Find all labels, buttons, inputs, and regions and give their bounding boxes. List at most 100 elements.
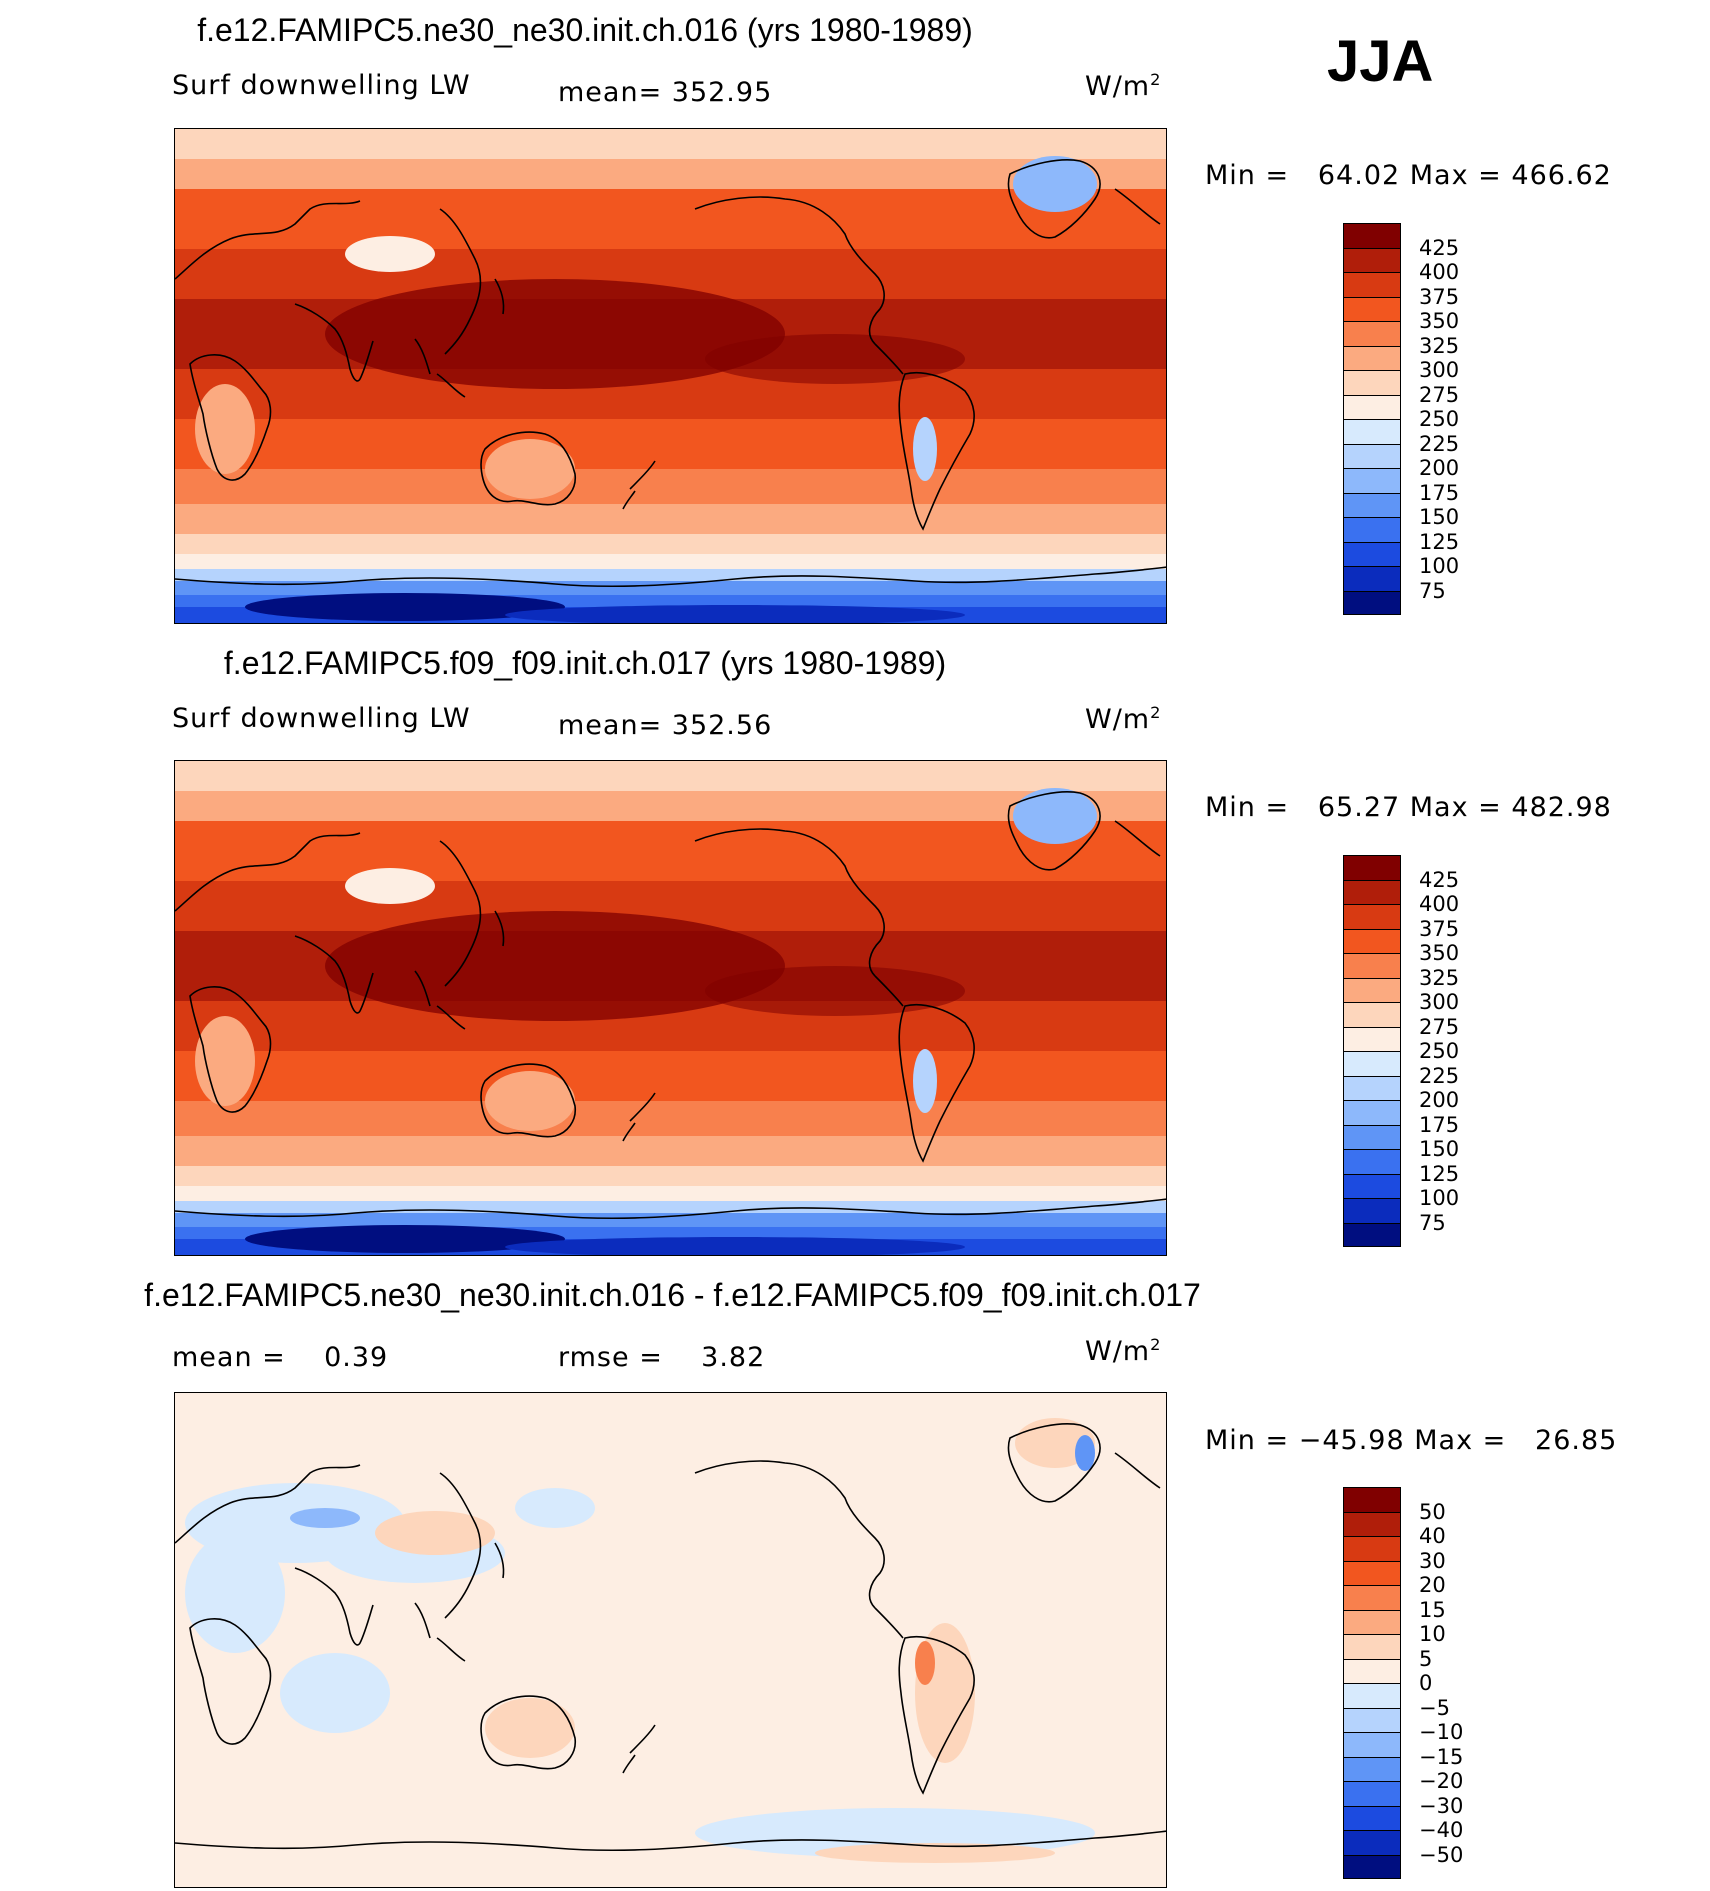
coastline-3 [189,1618,272,1745]
map-1-band [175,419,1166,469]
panel-1-colorbar [1343,223,1403,615]
colorbar-1-swatch-1 [1343,247,1401,272]
colorbar-3-swatch-12 [1343,1781,1401,1806]
panel-2-minmax: Min = 65.27 Max = 482.98 [1205,792,1612,823]
map-3-neg-region [280,1653,390,1733]
map-3-pos-region [375,1511,495,1555]
colorbar-1-swatch-3 [1343,296,1401,321]
colorbar-3-swatch-3 [1343,1560,1401,1585]
panel-1-mean-label: mean= 352.95 [558,77,773,108]
coastline-1 [694,196,885,345]
map-1-antarctic2 [505,605,965,623]
coastline-1 [494,278,505,315]
map-2-band [175,1051,1166,1101]
coastline-1 [1114,188,1161,225]
colorbar-2-swatch-7 [1343,1026,1401,1051]
coastline-2 [414,970,466,1030]
map-2-antarctic [245,1225,565,1253]
map-1-tibet [345,236,435,272]
map-2-band [175,1136,1166,1166]
coastline-1 [480,431,577,506]
coastline-3 [898,1635,975,1795]
colorbar-1-tick-label: 250 [1419,407,1460,431]
map-2-band [175,1101,1166,1136]
coastline-2 [1114,820,1161,857]
colorbar-1-tick-label: 75 [1419,578,1446,603]
colorbar-1-tick-label: 100 [1419,554,1460,578]
colorbar-1-tick-label: 125 [1419,529,1460,554]
colorbar-2-tick-label: 175 [1419,1112,1460,1137]
colorbar-2-swatch-9 [1343,1075,1401,1100]
colorbar-2-tick-label: 125 [1419,1161,1460,1186]
colorbar-2-swatch-5 [1343,977,1401,1002]
panel-3-rmse-label: rmse = 3.82 [558,1342,766,1373]
colorbar-3-tick-label: 5 [1419,1646,1433,1671]
colorbar-2-swatch-0 [1343,855,1401,880]
colorbar-1-tick-label: 400 [1419,260,1460,284]
coastline-1 [414,338,466,398]
colorbar-3-tick-label: 10 [1419,1622,1446,1646]
colorbar-3-tick-label: −5 [1419,1695,1450,1720]
panel-2-variable-label: Surf downwelling LW [172,703,471,734]
coastline-3 [694,1460,885,1609]
panel-3-minmax: Min = −45.98 Max = 26.85 [1205,1425,1618,1456]
colorbar-1-swatch-14 [1343,566,1401,591]
colorbar-3-swatch-7 [1343,1658,1401,1683]
map-2-antarctic2 [505,1237,965,1255]
colorbar-2-tick-label: 225 [1419,1063,1460,1088]
map-1-band [175,504,1166,534]
colorbar-3-tick-label: −50 [1419,1842,1464,1867]
colorbar-3-tick-label: −10 [1419,1720,1464,1744]
colorbar-3-tick-label: −20 [1419,1769,1464,1793]
colorbar-3-tick-label: −30 [1419,1793,1464,1818]
colorbar-2-tick-label: 75 [1419,1210,1446,1235]
panel-2-colorbar [1343,855,1403,1247]
colorbar-2-swatch-11 [1343,1124,1401,1149]
coastline-2 [874,975,904,1007]
coastline-3 [439,1472,482,1619]
coastline-1 [189,354,272,481]
colorbar-2-tick-label: 250 [1419,1039,1460,1063]
map-3-himalaya-neg [290,1508,360,1528]
map-1-band [175,534,1166,554]
map-1-band [175,554,1166,569]
colorbar-2-tick-label: 325 [1419,965,1460,990]
map-2-band [175,791,1166,821]
panel-1-title: f.e12.FAMIPC5.ne30_ne30.init.ch.016 (yrs… [197,12,973,48]
coastline-2 [175,1198,1166,1220]
map-2-band [175,1166,1166,1186]
coastline-3 [1007,1423,1101,1503]
map-1-andes [913,417,937,481]
panel-1-map [174,128,1167,624]
colorbar-1-swatch-15 [1343,590,1401,615]
colorbar-1-tick-label: 275 [1419,382,1460,407]
season-label: JJA [1327,29,1434,94]
colorbar-2-swatch-8 [1343,1051,1401,1076]
map-1-warm-pool [325,279,785,389]
colorbar-3-swatch-9 [1343,1707,1401,1732]
colorbar-1-swatch-5 [1343,345,1401,370]
coastline-3 [294,1567,374,1646]
coastline-2 [175,832,361,912]
coastline-3 [874,1607,904,1639]
colorbar-1-swatch-8 [1343,419,1401,444]
colorbar-2-tick-label: 425 [1419,867,1460,892]
coastline-2 [189,986,272,1113]
coastline-3 [175,1464,361,1544]
colorbar-1-swatch-0 [1343,223,1401,248]
map-2-band [175,1201,1166,1213]
map-1-band [175,189,1166,249]
map-2-tibet [345,868,435,904]
colorbar-1-tick-label: 325 [1419,333,1460,358]
panel-3-map-plot [175,1393,1166,1887]
map-1-itcz [705,334,965,384]
colorbar-3-swatch-10 [1343,1732,1401,1757]
colorbar-1-swatch-13 [1343,541,1401,566]
coastline-2 [898,1003,975,1163]
coastline-3 [494,1542,505,1579]
coastline-1 [1007,159,1101,239]
coastline-3 [1114,1452,1161,1489]
coastline-2 [480,1063,577,1138]
map-1-africa [195,384,255,474]
coastline-2 [439,840,482,987]
